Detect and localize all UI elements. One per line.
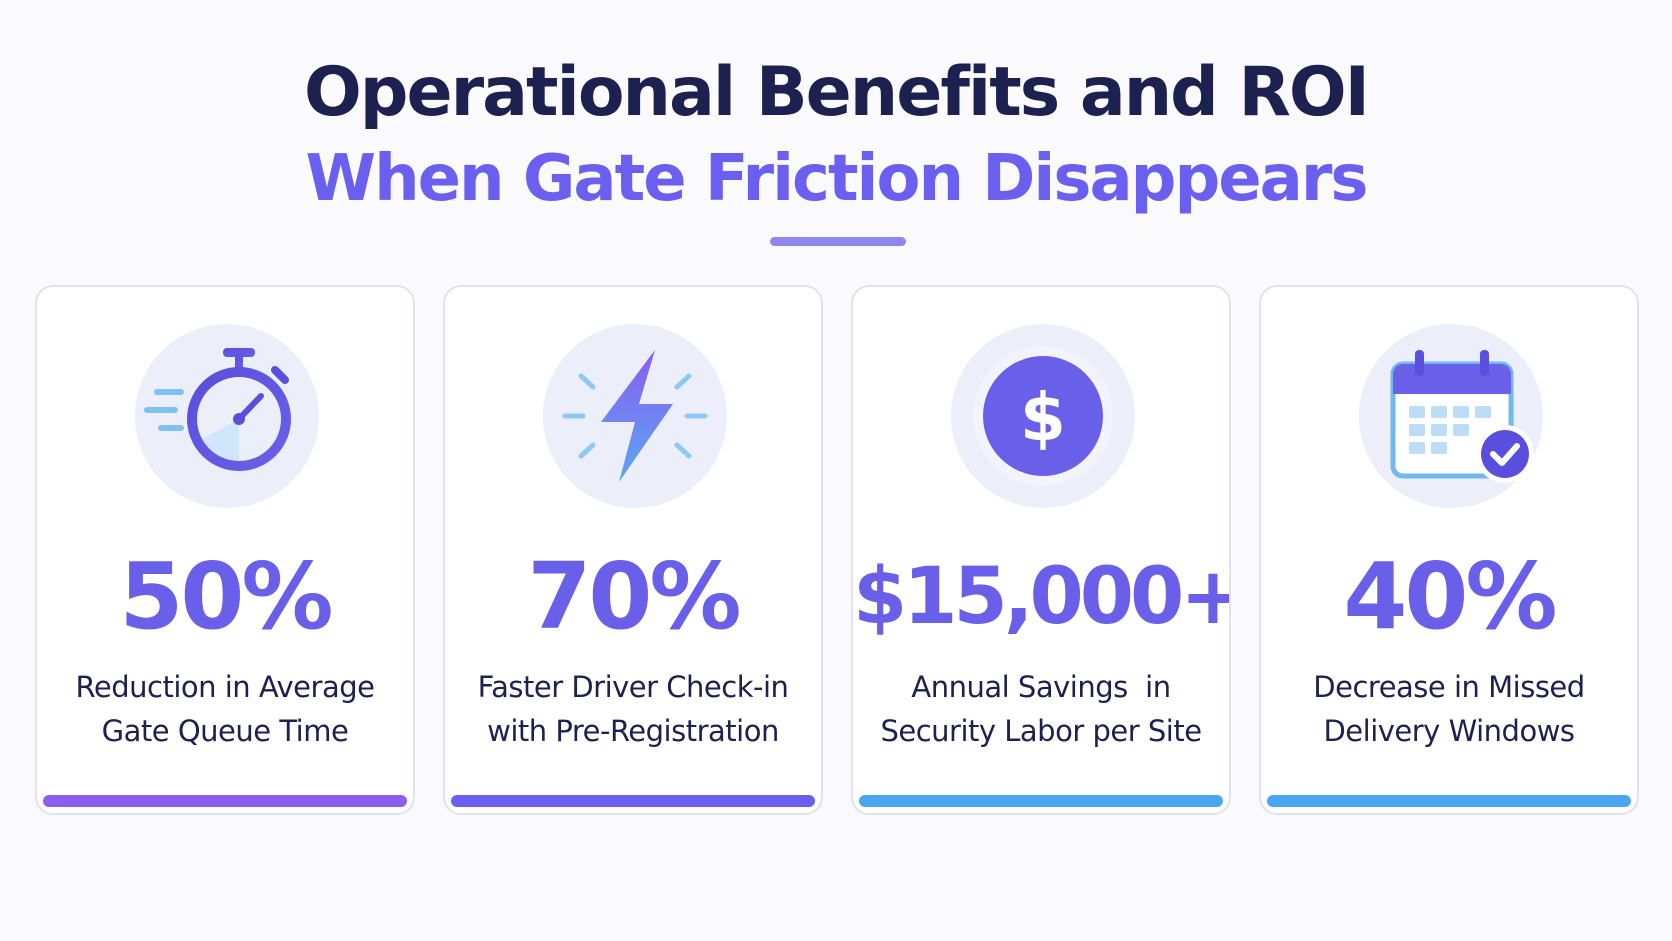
accent-bar [43, 795, 407, 807]
stat-label-line2: Gate Queue Time [101, 714, 349, 748]
lightning-bolt-icon [543, 324, 727, 508]
stat-label-line1: Reduction in Average [75, 670, 375, 704]
stat-label: Decrease in Missed Delivery Windows [1271, 665, 1627, 753]
stopwatch-icon [135, 324, 319, 508]
stat-value: 50% [119, 543, 333, 650]
stat-value: 40% [1343, 543, 1557, 650]
accent-bar [1267, 795, 1631, 807]
page-title: Operational Benefits and ROI [304, 53, 1370, 132]
stat-value: 70% [527, 543, 741, 650]
stat-value: $15,000+ [853, 552, 1231, 642]
stat-label: Reduction in Average Gate Queue Time [47, 665, 403, 753]
benefit-card-queue-time: 50% Reduction in Average Gate Queue Time [35, 285, 415, 815]
stat-label: Annual Savings in Security Labor per Sit… [863, 665, 1219, 753]
dollar-coin-icon: $ [951, 324, 1135, 508]
svg-text:$: $ [1020, 379, 1066, 456]
benefit-card-delivery-windows: 40% Decrease in Missed Delivery Windows [1259, 285, 1639, 815]
stat-label-line2: Security Labor per Site [880, 714, 1202, 748]
title-divider [770, 237, 906, 246]
accent-bar [859, 795, 1223, 807]
calendar-check-icon [1359, 324, 1543, 508]
stat-label-line2: Delivery Windows [1323, 714, 1575, 748]
stat-label-line1: Decrease in Missed [1313, 670, 1585, 704]
stat-label: Faster Driver Check-in with Pre-Registra… [455, 665, 811, 753]
page-subtitle: When Gate Friction Disappears [305, 142, 1368, 216]
benefit-card-check-in: 70% Faster Driver Check-in with Pre-Regi… [443, 285, 823, 815]
accent-bar [451, 795, 815, 807]
benefit-card-savings: $ $15,000+ Annual Savings in Security La… [851, 285, 1231, 815]
stat-label-line2: with Pre-Registration [487, 714, 779, 748]
stat-label-line1: Faster Driver Check-in [477, 670, 789, 704]
stat-label-line1: Annual Savings in [911, 670, 1171, 704]
